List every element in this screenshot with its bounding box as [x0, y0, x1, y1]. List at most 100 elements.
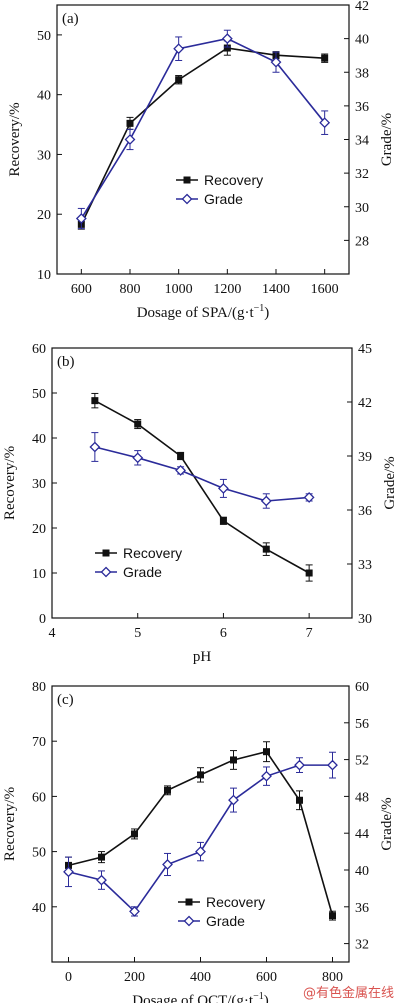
y2-axis-label: Grade/%: [382, 456, 398, 509]
legend-label: Recovery: [206, 894, 265, 910]
legend-marker-recovery: [185, 898, 193, 906]
plot-frame: [56, 4, 350, 275]
recovery-point: [219, 517, 227, 525]
y2-tick-label: 38: [355, 66, 369, 81]
x-tick-label: 800: [322, 970, 343, 985]
y-tick-label: 70: [32, 735, 46, 750]
panel-label: (c): [57, 692, 74, 708]
y-tick-label: 30: [37, 148, 51, 163]
grade-point: [261, 770, 272, 782]
grade-point: [175, 464, 186, 476]
recovery-point: [164, 786, 171, 794]
recovery-point: [262, 545, 270, 553]
y2-tick-label: 42: [358, 396, 372, 411]
y2-axis-label: Grade/%: [379, 797, 395, 850]
grade-point: [124, 134, 136, 145]
x-axis-label: pH: [193, 649, 212, 665]
legend-marker-grade: [100, 566, 112, 578]
x-tick-label: 6: [220, 626, 227, 641]
grade-point: [303, 491, 315, 503]
x-tick-label: 1600: [311, 282, 339, 297]
plot-frame: [51, 685, 350, 963]
watermark: @有色金属在线: [302, 986, 394, 1001]
legend: Recovery Grade: [95, 545, 182, 580]
panel-label: (a): [62, 11, 79, 27]
y2-tick-label: 28: [355, 234, 369, 249]
y-tick-label: 50: [32, 387, 46, 402]
x-tick-label: 1000: [165, 282, 193, 297]
recovery-line: [94, 399, 310, 574]
recovery-point: [263, 748, 270, 756]
grade-point: [260, 495, 272, 507]
grade-point: [228, 794, 239, 806]
recovery-point: [91, 397, 99, 405]
y2-tick-label: 32: [355, 167, 369, 182]
recovery-point: [177, 452, 185, 460]
y-tick-label: 40: [32, 901, 46, 916]
x-tick-label: 200: [124, 970, 145, 985]
chart-panel-a: 600 800 1000 1200 1400 1600 10 20 30 40 50 28 30 32 34…: [7, 0, 395, 321]
y2-tick-label: 34: [355, 134, 369, 149]
y-tick-label: 10: [37, 268, 51, 283]
legend-label: Recovery: [204, 172, 263, 188]
x-tick-label: 5: [134, 626, 141, 641]
x-tick-label: 4: [49, 626, 56, 641]
y2-tick-label: 36: [355, 901, 369, 916]
recovery-point: [305, 569, 313, 577]
recovery-point: [131, 830, 138, 838]
y-axis-label: Recovery/%: [7, 102, 23, 176]
y2-tick-label: 32: [355, 938, 369, 953]
grade-point: [63, 866, 74, 878]
legend-marker-grade: [181, 193, 193, 205]
grade-point: [218, 482, 229, 494]
y-axis-label: Recovery/%: [2, 787, 18, 861]
grade-point: [173, 43, 185, 55]
recovery-point: [223, 44, 231, 52]
y2-tick-label: 42: [355, 0, 369, 14]
y-tick-label: 30: [32, 477, 46, 492]
grade-point: [327, 759, 338, 771]
y-tick-label: 60: [32, 342, 46, 357]
y-tick-label: 50: [32, 846, 46, 861]
y-tick-label: 20: [32, 522, 46, 537]
y-tick-label: 10: [32, 567, 46, 582]
y2-tick-label: 52: [355, 754, 369, 769]
legend-label: Grade: [123, 564, 162, 580]
legend-label: Grade: [206, 913, 245, 929]
recovery-point: [98, 853, 105, 861]
x-tick-label: 600: [71, 282, 92, 297]
y2-tick-label: 40: [355, 864, 369, 879]
y-tick-label: 20: [37, 208, 51, 223]
y2-tick-label: 30: [355, 201, 369, 216]
x-tick-label: 600: [256, 970, 277, 985]
y2-tick-label: 39: [358, 450, 372, 465]
grade-point: [270, 56, 282, 68]
chart-panel-b: 4 5 6 70102030405060303336394245(b)pHRecove…: [2, 342, 398, 665]
y-tick-label: 0: [39, 612, 46, 627]
y2-tick-label: 48: [355, 790, 369, 805]
grade-line: [80, 37, 326, 219]
y2-tick-label: 44: [355, 827, 369, 842]
grade-point: [129, 905, 140, 917]
x-tick-label: 0: [65, 970, 72, 985]
legend-marker-grade: [183, 915, 195, 927]
x-axis-label: Dosage of OCT/(g·t−1): [132, 991, 268, 1003]
grade-point: [89, 441, 101, 453]
x-tick-label: 1400: [262, 282, 290, 297]
legend-label: Recovery: [123, 545, 182, 561]
grade-line: [94, 446, 310, 502]
x-tick-label: 800: [120, 282, 141, 297]
x-axis-label: Dosage of SPA/(g·t−1): [137, 303, 270, 321]
y2-tick-label: 60: [355, 680, 369, 695]
y-tick-label: 40: [32, 432, 46, 447]
grade-point: [195, 846, 206, 858]
y2-tick-label: 36: [358, 504, 372, 519]
y2-tick-label: 33: [358, 558, 372, 573]
y-tick-label: 40: [37, 89, 51, 104]
legend-marker-recovery: [183, 176, 191, 184]
recovery-point: [175, 76, 183, 84]
y2-tick-label: 40: [355, 33, 369, 48]
recovery-point: [134, 420, 142, 428]
recovery-point: [230, 756, 237, 764]
legend-marker-recovery: [102, 549, 110, 557]
